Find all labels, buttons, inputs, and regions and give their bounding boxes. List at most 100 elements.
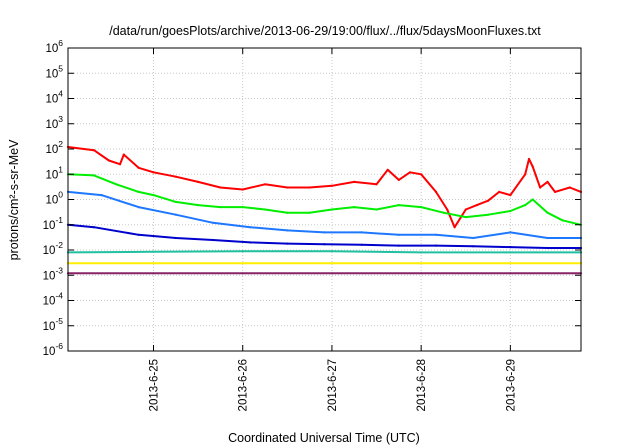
x-tick-label: 2013-6-26	[238, 359, 250, 411]
data-point	[211, 221, 215, 224]
data-point	[539, 186, 542, 189]
data-point	[92, 226, 96, 229]
y-tick-label: 10-6	[43, 341, 64, 358]
data-point	[464, 216, 467, 219]
data-point	[397, 244, 400, 247]
data-point	[197, 180, 200, 183]
data-point	[211, 238, 215, 242]
data-point	[118, 163, 122, 166]
data-point	[434, 233, 438, 236]
data-point	[174, 200, 177, 203]
y-axis: 106 105 104 103 102 101 100 10-1 10-2 10-3 10-4 10-…	[43, 38, 581, 358]
data-point	[115, 183, 118, 186]
data-point	[286, 242, 289, 245]
data-point	[137, 233, 140, 236]
data-point	[561, 219, 564, 222]
y-tick-label: 104	[45, 89, 63, 106]
data-point	[509, 251, 512, 254]
data-point	[524, 204, 527, 207]
y-tick-label: 10-2	[43, 240, 64, 257]
data-point	[174, 236, 177, 240]
data-point	[360, 243, 363, 246]
data-point	[375, 208, 378, 211]
data-point	[475, 204, 478, 207]
data-point	[420, 251, 423, 254]
grid-lines	[68, 48, 581, 351]
y-tick-label: 106	[45, 38, 63, 55]
data-point	[241, 250, 244, 253]
data-point	[487, 199, 490, 202]
data-point	[531, 165, 534, 168]
data-point	[330, 184, 333, 187]
data-point	[509, 231, 512, 234]
data-point	[137, 166, 140, 169]
data-point	[249, 241, 252, 244]
data-point	[487, 213, 490, 216]
data-point	[420, 173, 423, 176]
data-point	[152, 250, 155, 253]
series-line	[67, 190, 581, 239]
data-point	[498, 190, 501, 193]
x-tick-label: 2013-6-27	[327, 359, 339, 411]
y-tick-label: 102	[45, 139, 63, 156]
data-point	[472, 245, 475, 248]
data-point	[263, 208, 267, 211]
data-point	[174, 213, 177, 216]
data-point	[323, 231, 326, 234]
data-point	[241, 206, 244, 209]
series-4	[66, 223, 583, 250]
data-point	[360, 231, 363, 234]
data-point	[546, 236, 549, 240]
x-tick-label: 2013-6-29	[505, 359, 517, 411]
data-point	[241, 188, 244, 191]
data-point	[330, 250, 333, 253]
data-point	[152, 194, 155, 197]
series-2	[66, 173, 583, 226]
data-point	[397, 178, 400, 181]
y-tick-label: 10-5	[43, 316, 64, 333]
series-5	[66, 250, 583, 254]
data-point	[553, 190, 557, 193]
data-point	[397, 233, 400, 236]
data-point	[546, 246, 549, 250]
data-point	[92, 149, 96, 152]
data-point	[330, 208, 333, 211]
data-point	[308, 211, 311, 214]
data-point	[568, 186, 571, 189]
data-point	[509, 209, 512, 213]
data-point	[464, 208, 467, 211]
data-point	[330, 262, 333, 265]
data-point	[397, 204, 400, 207]
data-point	[197, 204, 200, 207]
x-axis: 2013-6-25 2013-6-26 2013-6-27 2013-6-28 2013…	[149, 48, 517, 411]
data-point	[174, 175, 177, 178]
data-point	[386, 168, 389, 171]
data-point	[107, 159, 110, 162]
data-point	[286, 211, 289, 214]
data-point	[446, 208, 449, 211]
data-point	[546, 180, 549, 183]
data-point	[353, 180, 356, 183]
data-point	[286, 229, 289, 232]
data-point	[509, 262, 512, 265]
data-point	[152, 272, 155, 275]
data-point	[408, 171, 412, 174]
x-tick-label: 2013-6-25	[149, 359, 161, 411]
data-point	[323, 243, 326, 246]
series-line	[67, 250, 581, 254]
data-point	[442, 211, 445, 214]
data-point	[308, 186, 311, 189]
data-point	[100, 194, 103, 197]
data-point	[434, 190, 438, 193]
data-point	[453, 226, 456, 229]
data-point	[509, 194, 512, 197]
y-tick-label: 100	[45, 190, 63, 207]
data-point	[330, 272, 333, 275]
data-point	[137, 206, 140, 209]
y-tick-label: 101	[45, 164, 63, 181]
y-tick-label: 105	[45, 63, 63, 80]
chart-title: /data/run/goesPlots/archive/2013-06-29/1…	[109, 24, 541, 38]
series-7	[66, 272, 583, 275]
data-point	[286, 186, 289, 189]
